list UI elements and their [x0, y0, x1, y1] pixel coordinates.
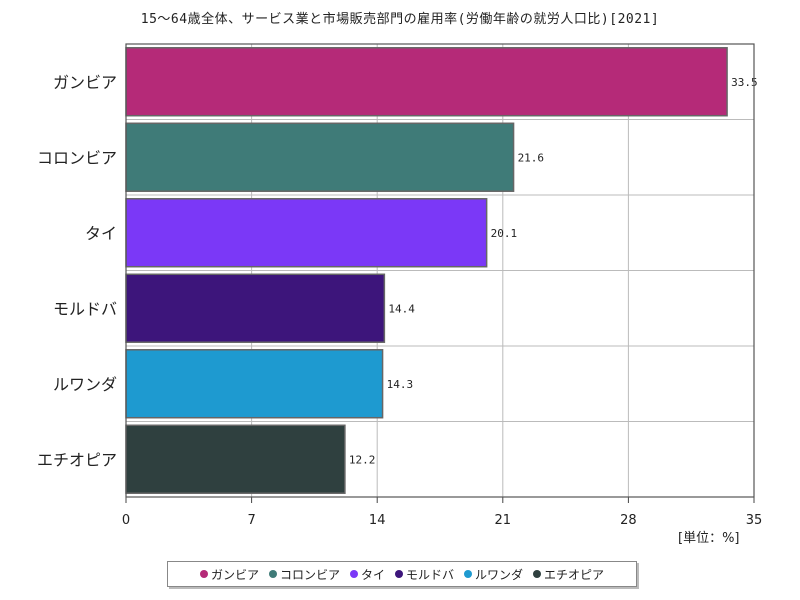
legend-swatch	[395, 570, 403, 578]
bar	[125, 349, 384, 419]
category-label: エチオピア	[37, 450, 117, 469]
plot-border	[125, 43, 755, 498]
bar	[125, 273, 386, 343]
data-label: 33.5	[731, 76, 758, 89]
x-tick-label: 28	[620, 513, 637, 528]
legend-item: モルドバ	[395, 566, 454, 583]
legend-swatch	[349, 570, 358, 578]
data-label: 14.3	[387, 378, 414, 391]
data-label: 14.4	[388, 302, 415, 315]
category-label: ガンビア	[53, 73, 117, 92]
legend: ガンビア コロンビア タイ モルドバ ルワンダ エチオピア	[167, 561, 637, 587]
chart-title: 15～64歳全体、サービス業と市場販売部門の雇用率(労働年齢の就労人口比)[20…	[140, 12, 660, 27]
bar	[125, 122, 515, 192]
legend-swatch	[199, 570, 208, 578]
data-label: 20.1	[491, 227, 518, 240]
legend-swatch	[464, 570, 473, 578]
bar	[125, 47, 728, 117]
legend-item: ガンビア	[199, 566, 259, 583]
legend-label: コロンビア	[279, 567, 340, 582]
category-label: タイ	[85, 224, 117, 243]
data-label: 21.6	[518, 151, 545, 164]
legend-item: エチオピア	[533, 566, 604, 583]
unit-label: [単位：%]	[678, 531, 740, 546]
category-label: モルドバ	[53, 299, 117, 318]
legend-label: ルワンダ	[475, 567, 524, 582]
legend-item: コロンビア	[268, 566, 340, 583]
legend-swatch	[268, 570, 277, 578]
data-label: 12.2	[349, 453, 376, 466]
legend-item: タイ	[349, 566, 385, 583]
legend-swatch	[533, 570, 542, 578]
legend-label: ガンビア	[210, 567, 259, 582]
bar	[125, 198, 488, 268]
category-label: ルワンダ	[53, 375, 117, 394]
legend-label: タイ	[360, 567, 385, 582]
x-tick-label: 7	[247, 513, 255, 528]
bar	[125, 424, 346, 494]
legend-item: ルワンダ	[464, 566, 523, 583]
x-tick-label: 21	[495, 513, 512, 528]
x-tick-label: 0	[122, 513, 130, 528]
x-tick-label: 14	[369, 513, 386, 528]
x-tick-label: 35	[746, 513, 763, 528]
legend-label: モルドバ	[406, 567, 455, 582]
category-label: コロンビア	[37, 148, 117, 167]
legend-label: エチオピア	[544, 567, 605, 582]
